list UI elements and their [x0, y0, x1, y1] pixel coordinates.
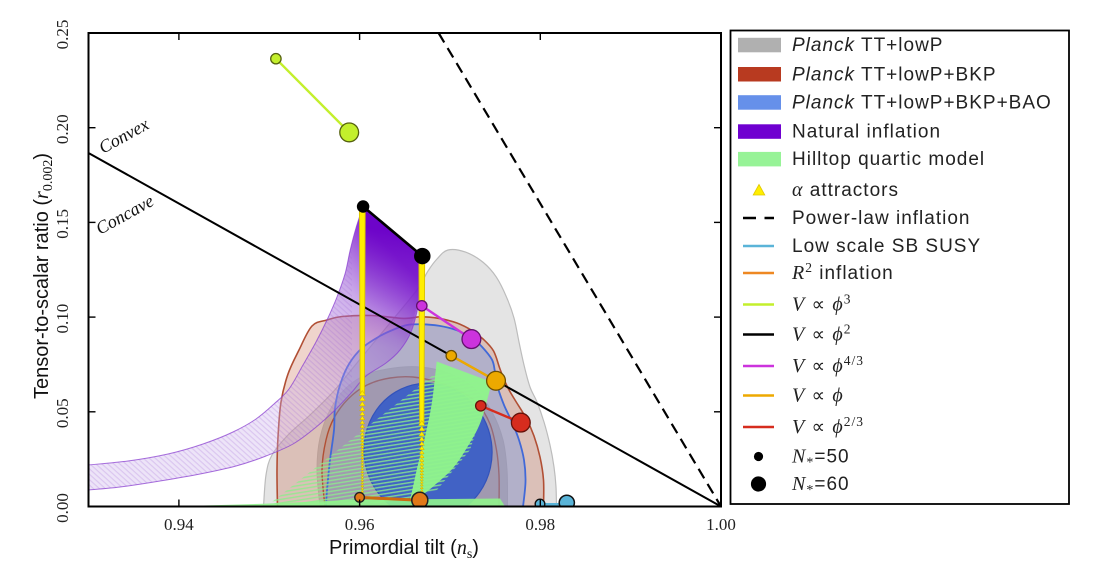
svg-text:Power-law inflation: Power-law inflation: [792, 208, 970, 229]
svg-text:0.25: 0.25: [53, 20, 72, 50]
svg-text:Planck TT+lowP: Planck TT+lowP: [792, 35, 943, 56]
svg-text:0.10: 0.10: [53, 304, 72, 334]
svg-text:V ∝ ϕ2/3: V ∝ ϕ2/3: [792, 414, 864, 438]
svg-text:V ∝ ϕ3: V ∝ ϕ3: [792, 292, 851, 316]
svg-text:0.20: 0.20: [53, 114, 72, 144]
svg-text:0.00: 0.00: [53, 493, 72, 523]
svg-text:N*=60: N*=60: [791, 473, 850, 498]
svg-text:R2 inflation: R2 inflation: [791, 260, 894, 284]
svg-text:Natural inflation: Natural inflation: [792, 122, 941, 143]
svg-text:Hilltop quartic model: Hilltop quartic model: [792, 149, 985, 170]
svg-text:Tensor-to-scalar ratio (r0.002: Tensor-to-scalar ratio (r0.002): [31, 153, 56, 399]
svg-text:α attractors: α attractors: [792, 179, 899, 201]
svg-text:Low scale SB SUSY: Low scale SB SUSY: [792, 236, 981, 257]
svg-text:V ∝ ϕ: V ∝ ϕ: [792, 385, 844, 407]
svg-text:0.94: 0.94: [164, 515, 194, 534]
svg-text:1.00: 1.00: [706, 515, 736, 534]
svg-text:N*=50: N*=50: [791, 446, 850, 471]
svg-text:Planck TT+lowP+BKP: Planck TT+lowP+BKP: [792, 64, 997, 85]
svg-text:0.05: 0.05: [53, 398, 72, 428]
svg-text:Primordial tilt (ns): Primordial tilt (ns): [329, 537, 479, 562]
svg-text:0.96: 0.96: [345, 515, 375, 534]
svg-text:0.15: 0.15: [53, 209, 72, 239]
svg-text:Planck TT+lowP+BKP+BAO: Planck TT+lowP+BKP+BAO: [792, 93, 1052, 114]
svg-text:V ∝ ϕ2: V ∝ ϕ2: [792, 322, 851, 346]
svg-text:0.98: 0.98: [525, 515, 555, 534]
svg-text:V ∝ ϕ4/3: V ∝ ϕ4/3: [792, 353, 864, 377]
